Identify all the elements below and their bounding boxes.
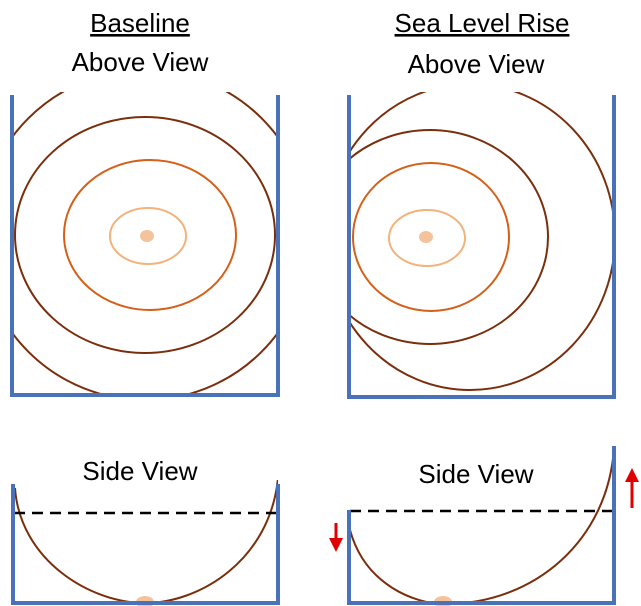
baseline-contour-outer [12, 92, 278, 396]
baseline-side-view [11, 480, 280, 606]
baseline-contour-second [14, 116, 276, 354]
baseline-center-dot [140, 230, 154, 242]
slr-contour-second [348, 129, 549, 345]
baseline-contour-third [63, 159, 237, 311]
baseline-heading: Baseline [90, 8, 190, 38]
baseline-above-view-label: Above View [72, 47, 209, 77]
baseline-contour-inner [109, 207, 187, 265]
sea-level-rise-above-view-label: Above View [408, 49, 545, 79]
slr-center-dot [419, 231, 433, 243]
sea-level-rise-side-view-label: Side View [418, 459, 533, 489]
sea-level-rise-above-view [347, 92, 616, 399]
baseline-side-walls [11, 484, 280, 605]
baseline-basin-profile [14, 480, 278, 605]
slr-side-walls [347, 446, 616, 605]
sea-level-rise-side-view [329, 446, 639, 606]
slr-contour-outer [348, 92, 614, 391]
sea-level-rise-heading: Sea Level Rise [395, 8, 570, 38]
up-arrow-icon [625, 468, 639, 508]
down-arrow-icon [329, 523, 343, 552]
baseline-side-view-label: Side View [82, 456, 197, 486]
baseline-above-view [10, 92, 280, 397]
baseline-above-walls [10, 95, 280, 397]
slr-contour-inner [388, 209, 466, 267]
slr-above-walls [347, 95, 616, 399]
slr-contour-third [352, 162, 510, 312]
